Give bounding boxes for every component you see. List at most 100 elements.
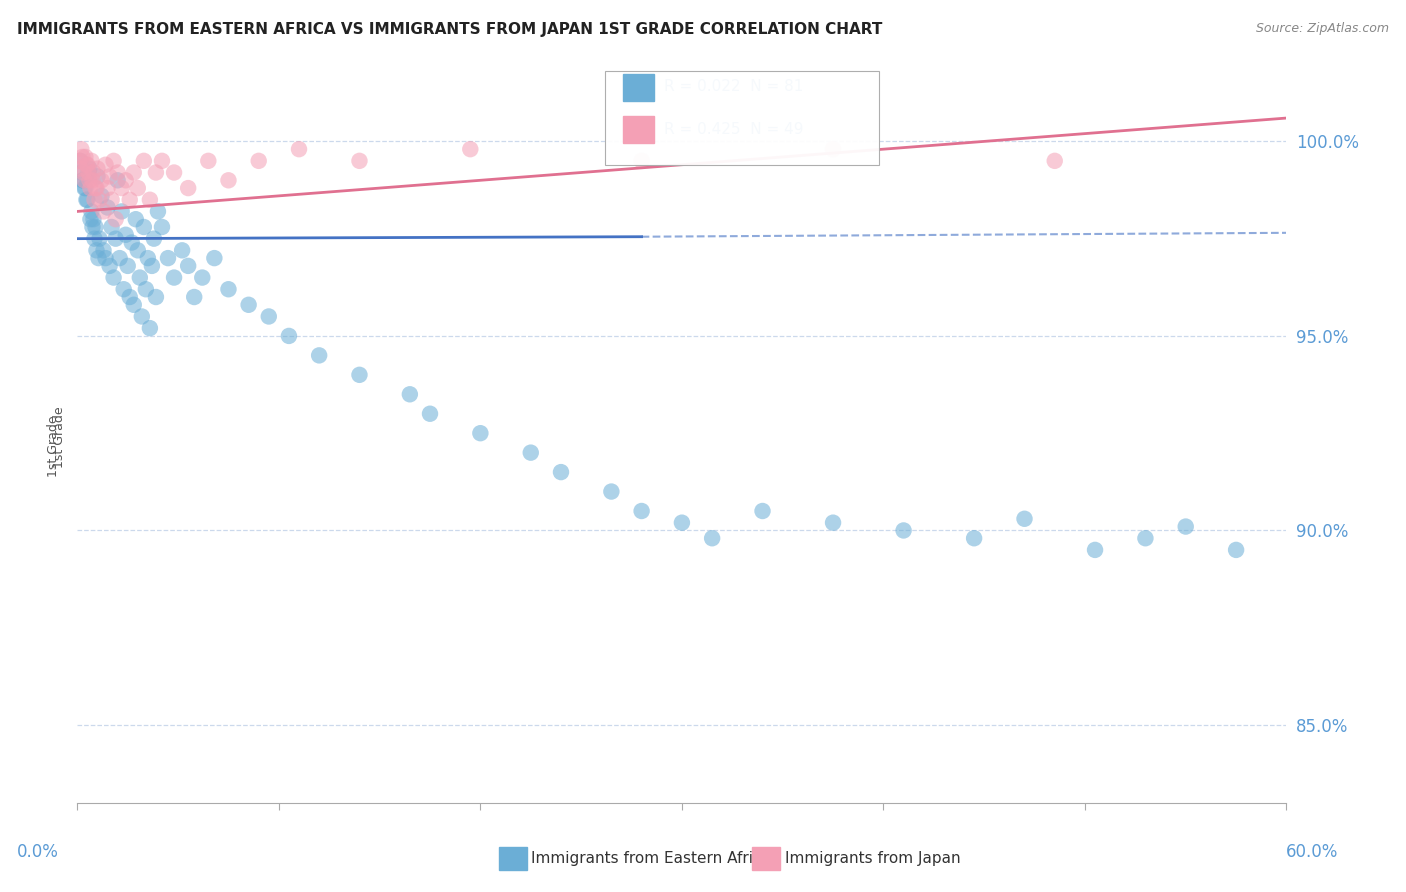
Point — [94, 158, 117, 172]
Point — [630, 504, 652, 518]
Text: R = 0.425  N = 49: R = 0.425 N = 49 — [664, 122, 803, 136]
Point — [96, 181, 118, 195]
Point — [139, 321, 162, 335]
Point — [963, 531, 986, 545]
Point — [96, 201, 118, 215]
Point — [218, 173, 240, 187]
Point — [1135, 531, 1157, 545]
Point — [751, 504, 773, 518]
Point — [82, 165, 104, 179]
Point — [136, 251, 159, 265]
Text: IMMIGRANTS FROM EASTERN AFRICA VS IMMIGRANTS FROM JAPAN 1ST GRADE CORRELATION CH: IMMIGRANTS FROM EASTERN AFRICA VS IMMIGR… — [17, 22, 882, 37]
Point — [69, 161, 91, 176]
Point — [98, 259, 121, 273]
Point — [550, 465, 572, 479]
Point — [82, 173, 104, 187]
Point — [308, 348, 330, 362]
Point — [150, 153, 173, 168]
Point — [84, 219, 107, 234]
Point — [84, 181, 107, 195]
Point — [103, 270, 125, 285]
Point — [127, 181, 149, 195]
Point — [1225, 542, 1247, 557]
Point — [118, 290, 141, 304]
Point — [75, 181, 97, 195]
Point — [72, 150, 94, 164]
Point — [349, 153, 371, 168]
Point — [1043, 153, 1066, 168]
Point — [86, 161, 108, 176]
Point — [470, 426, 492, 441]
Point — [349, 368, 371, 382]
Point — [89, 193, 111, 207]
Point — [83, 193, 105, 207]
Point — [86, 181, 108, 195]
Point — [117, 259, 139, 273]
Point — [70, 165, 93, 179]
Point — [131, 310, 153, 324]
Point — [630, 153, 652, 168]
Text: 60.0%: 60.0% — [1286, 843, 1339, 861]
Point — [600, 484, 623, 499]
Point — [79, 173, 101, 187]
Point — [111, 181, 134, 195]
Point — [139, 193, 162, 207]
Point — [72, 173, 94, 187]
Point — [83, 232, 105, 246]
Point — [191, 270, 214, 285]
Text: Source: ZipAtlas.com: Source: ZipAtlas.com — [1256, 22, 1389, 36]
Text: Immigrants from Eastern Africa: Immigrants from Eastern Africa — [531, 851, 772, 865]
Point — [146, 204, 169, 219]
Point — [75, 158, 97, 172]
Point — [142, 232, 165, 246]
Point — [122, 165, 145, 179]
Point — [79, 212, 101, 227]
Text: 1st Grade: 1st Grade — [46, 415, 60, 477]
Point — [278, 329, 301, 343]
Point — [821, 142, 844, 156]
Point — [183, 290, 205, 304]
Point — [671, 516, 693, 530]
Point — [87, 251, 110, 265]
Point — [458, 142, 481, 156]
Point — [79, 181, 101, 195]
Point — [75, 150, 97, 164]
Point — [107, 173, 129, 187]
Point — [177, 259, 200, 273]
Point — [80, 204, 103, 219]
Point — [177, 181, 200, 195]
Point — [163, 165, 186, 179]
Point — [72, 165, 94, 179]
Point — [218, 282, 240, 296]
Point — [121, 235, 143, 250]
Point — [104, 232, 127, 246]
Point — [145, 165, 167, 179]
Point — [821, 516, 844, 530]
Y-axis label: 1st Grade: 1st Grade — [53, 406, 66, 468]
Point — [90, 173, 112, 187]
Text: Immigrants from Japan: Immigrants from Japan — [785, 851, 960, 865]
Point — [122, 298, 145, 312]
Point — [132, 153, 155, 168]
Point — [100, 193, 122, 207]
Point — [79, 161, 101, 176]
Point — [80, 153, 103, 168]
Point — [75, 193, 97, 207]
Point — [82, 219, 104, 234]
Point — [93, 244, 115, 258]
Point — [1174, 519, 1197, 533]
Point — [114, 173, 136, 187]
Point — [93, 204, 115, 219]
Point — [127, 244, 149, 258]
Point — [247, 153, 270, 168]
Point — [100, 219, 122, 234]
Point — [73, 181, 96, 195]
Point — [77, 165, 100, 179]
Point — [702, 531, 724, 545]
Point — [76, 193, 98, 207]
Point — [94, 251, 117, 265]
Point — [135, 282, 157, 296]
Point — [1084, 542, 1107, 557]
Point — [520, 445, 543, 459]
Point — [399, 387, 422, 401]
